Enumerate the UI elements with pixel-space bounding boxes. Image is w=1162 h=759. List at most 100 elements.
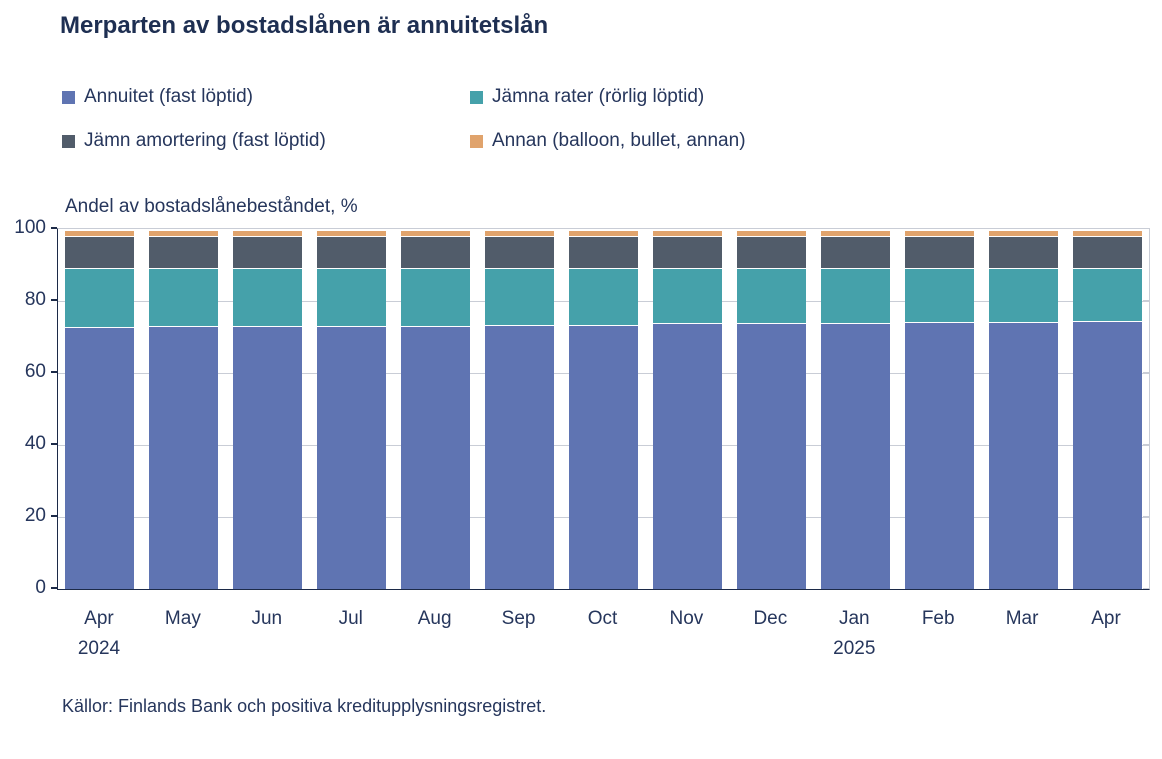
bar-segment xyxy=(904,268,974,324)
legend-label: Annan (balloon, bullet, annan) xyxy=(492,130,746,151)
x-tick-label-9: Jan xyxy=(838,608,870,629)
bar-segment xyxy=(1072,237,1142,269)
right-tick-mark xyxy=(1143,588,1149,589)
x-tick-label-5: Sep xyxy=(501,608,536,629)
legend-item-1: Jämna rater (rörlig löptid) xyxy=(470,86,870,108)
y-tick-label-60: 60 xyxy=(24,361,46,382)
right-tick-mark xyxy=(1143,228,1149,229)
bar-segment xyxy=(65,268,135,328)
bar-segment xyxy=(485,237,555,269)
bar-segment xyxy=(485,325,555,589)
y-tick-label-100: 100 xyxy=(14,217,46,238)
bar-segment xyxy=(988,322,1058,589)
bar-segment xyxy=(569,325,638,589)
legend-label: Annuitet (fast löptid) xyxy=(84,86,253,107)
y-axis-title: Andel av bostadslånebeståndet, % xyxy=(65,196,358,217)
bar-segment xyxy=(736,231,806,238)
bar-segment xyxy=(652,324,722,589)
bar-segment xyxy=(820,323,890,589)
legend-label: Jämna rater (rörlig löptid) xyxy=(492,86,705,107)
bar-segment xyxy=(904,231,974,238)
y-tick-mark xyxy=(51,371,57,373)
x-tick-label-4: Aug xyxy=(417,608,452,629)
x-tick-label-3: Jul xyxy=(338,608,363,629)
bar-segment xyxy=(149,268,219,328)
bar-segment xyxy=(820,237,890,269)
bar-segment xyxy=(652,237,722,269)
x-tick-label-10: Feb xyxy=(921,608,955,629)
x-tick-label-7: Nov xyxy=(669,608,704,629)
y-tick-label-0: 0 xyxy=(35,577,46,598)
bar-segment xyxy=(65,237,135,269)
legend-label: Jämn amortering (fast löptid) xyxy=(84,130,326,151)
bar-segment xyxy=(65,231,135,238)
bar-segment xyxy=(904,323,974,589)
legend-swatch-icon xyxy=(470,134,483,148)
y-tick-mark xyxy=(51,227,57,229)
bar-segment xyxy=(485,231,555,238)
bar-segment xyxy=(820,268,890,324)
bar-segment xyxy=(401,231,471,238)
x-tick-label-8: Dec xyxy=(753,608,788,629)
legend-item-2: Jämn amortering (fast löptid) xyxy=(62,130,470,152)
legend-swatch-icon xyxy=(62,90,75,104)
bar-segment xyxy=(820,231,890,238)
bar-segment xyxy=(736,237,806,269)
bar-segment xyxy=(149,327,219,589)
bar-segment xyxy=(401,268,471,327)
plot-area xyxy=(57,228,1150,590)
bar-segment xyxy=(1072,268,1142,322)
bar-segment xyxy=(149,231,219,238)
x-tick-label-6: Oct xyxy=(587,608,618,629)
bar-segment xyxy=(317,268,387,327)
x-tick-label-1: May xyxy=(164,608,201,629)
bar-segment xyxy=(736,268,806,325)
y-tick-mark xyxy=(51,587,57,589)
legend-swatch-icon xyxy=(62,134,75,148)
x-tick-label-12: Apr xyxy=(1091,608,1121,629)
x-tick-label-2: Jun xyxy=(251,608,283,629)
right-tick-mark xyxy=(1143,516,1149,517)
bar-segment xyxy=(1072,321,1142,589)
bar-segment xyxy=(988,237,1058,269)
bar-segment xyxy=(569,268,638,326)
legend-item-3: Annan (balloon, bullet, annan) xyxy=(470,130,870,152)
y-tick-label-40: 40 xyxy=(24,433,46,454)
bar-segment xyxy=(317,231,387,238)
y-tick-mark xyxy=(51,299,57,301)
bar-segment xyxy=(904,237,974,269)
bar-segment xyxy=(233,231,303,238)
bar-segment xyxy=(1072,231,1142,238)
right-tick-mark xyxy=(1143,444,1149,445)
bar-segment xyxy=(317,326,387,589)
y-tick-mark xyxy=(51,443,57,445)
right-tick-mark xyxy=(1143,372,1149,373)
x-tick-label-0: Apr xyxy=(84,608,114,629)
chart-title: Merparten av bostadslånen är annuitetslå… xyxy=(60,12,549,39)
bar-segment xyxy=(736,324,806,589)
bar-segment xyxy=(233,268,303,328)
bar-segment xyxy=(233,237,303,269)
bar-segment xyxy=(401,326,471,589)
bar-segment xyxy=(233,327,303,589)
bar-segment xyxy=(569,237,638,269)
bar-segment xyxy=(401,237,471,269)
bar-segment xyxy=(65,327,135,589)
bar-segment xyxy=(317,237,387,269)
bar-segment xyxy=(485,268,555,326)
bar-segment xyxy=(652,268,722,325)
x-year-label-2024: 2024 xyxy=(77,638,121,659)
legend-item-0: Annuitet (fast löptid) xyxy=(62,86,470,108)
bar-segment xyxy=(149,237,219,269)
chart-legend: Annuitet (fast löptid) Jämna rater (rörli… xyxy=(62,86,862,152)
legend-swatch-icon xyxy=(470,90,483,104)
right-tick-mark xyxy=(1143,300,1149,301)
bar-segment xyxy=(988,268,1058,323)
bar-segment xyxy=(988,231,1058,238)
y-tick-label-20: 20 xyxy=(24,505,46,526)
x-year-label-2025: 2025 xyxy=(833,638,876,659)
x-tick-label-11: Mar xyxy=(1005,608,1039,629)
y-tick-label-80: 80 xyxy=(24,289,46,310)
bar-segment xyxy=(652,231,722,238)
